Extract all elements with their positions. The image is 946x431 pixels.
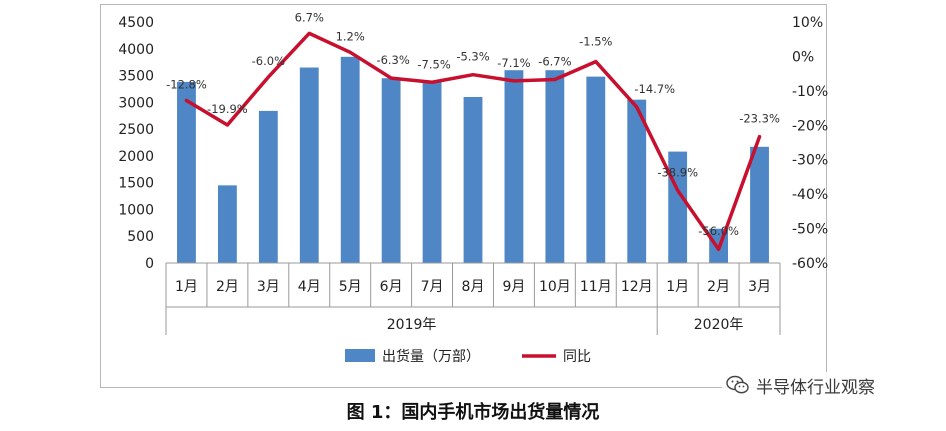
left-axis-tick: 4000 (118, 42, 154, 58)
category-label: 1月 (175, 279, 198, 295)
left-axis-tick: 3000 (118, 95, 154, 111)
legend-label-bar: 出货量（万部） (382, 348, 480, 365)
right-axis-tick: -60% (792, 256, 828, 272)
category-label: 2月 (216, 279, 239, 295)
data-label: -12.8% (166, 77, 207, 91)
line-point (266, 75, 270, 79)
line-point (225, 123, 229, 127)
line-point (635, 105, 639, 109)
line-point (307, 31, 311, 35)
bar (340, 56, 360, 263)
bar (504, 70, 524, 263)
bar (217, 185, 237, 263)
legend-swatch-bar (345, 349, 375, 362)
category-label: 4月 (298, 279, 321, 295)
line-point (553, 77, 557, 81)
line-point (348, 50, 352, 54)
bar (627, 99, 647, 264)
bar (750, 146, 769, 263)
left-axis-tick: 1000 (118, 202, 154, 218)
line-point (184, 98, 188, 102)
category-label: 7月 (421, 279, 444, 295)
bar (299, 67, 319, 264)
bar (177, 81, 196, 263)
category-label: 9月 (502, 279, 525, 295)
right-axis-tick: -10% (792, 84, 828, 100)
bar (381, 78, 401, 263)
chart-title: 图 1：国内手机市场出货量情况 (346, 402, 600, 423)
data-label: -23.3% (739, 112, 780, 126)
category-label: 5月 (339, 279, 362, 295)
bar (258, 110, 278, 263)
line-point (717, 247, 721, 251)
year-label: 2020年 (694, 317, 744, 333)
line-point (758, 135, 762, 139)
data-label: -6.0% (252, 54, 285, 68)
left-axis-tick: 0 (145, 256, 154, 272)
right-axis-tick: -50% (792, 222, 828, 238)
bar (545, 70, 565, 263)
line-point (512, 79, 516, 83)
bar (463, 96, 483, 263)
line-point (594, 60, 598, 64)
left-axis-tick: 2000 (118, 149, 154, 165)
category-label: 10月 (539, 279, 571, 295)
wechat-icon (726, 375, 749, 394)
left-axis-tick: 1500 (118, 176, 154, 192)
data-label: -7.1% (497, 56, 530, 70)
data-label: -56.0% (698, 224, 739, 238)
data-label: -1.5% (579, 35, 612, 49)
left-axis-tick: 3500 (118, 69, 154, 85)
bar (586, 76, 606, 263)
data-label: -6.3% (376, 53, 409, 67)
category-label: 3月 (748, 279, 771, 295)
line-point (430, 80, 434, 84)
left-axis-tick: 2500 (118, 122, 154, 138)
line-point (389, 76, 393, 80)
watermark-text: 半导体行业观察 (756, 377, 875, 398)
category-label: 3月 (257, 279, 280, 295)
right-axis-tick: -40% (792, 187, 828, 203)
category-label: 1月 (666, 279, 689, 295)
data-label: -6.7% (538, 54, 571, 68)
data-label: -19.9% (207, 102, 248, 116)
category-label: 11月 (580, 279, 612, 295)
data-label: -5.3% (456, 50, 489, 64)
category-label: 8月 (462, 279, 485, 295)
right-axis-tick: 10% (792, 15, 823, 31)
watermark: 半导体行业观察 (722, 372, 879, 398)
legend-label-line: 同比 (563, 349, 591, 365)
bar (422, 80, 442, 264)
right-axis-tick: -20% (792, 118, 828, 134)
category-label: 12月 (621, 279, 653, 295)
data-label: 1.2% (336, 29, 365, 43)
data-label: -7.5% (417, 57, 450, 71)
data-label: 6.7% (295, 10, 324, 24)
left-axis-tick: 500 (127, 229, 154, 245)
line-point (676, 188, 680, 192)
right-axis-tick: -30% (792, 153, 828, 169)
category-label: 2月 (707, 279, 730, 295)
data-label: -38.9% (657, 165, 698, 179)
category-label: 6月 (380, 279, 403, 295)
left-axis-tick: 4500 (118, 15, 154, 31)
chart-frame (100, 4, 827, 388)
year-label: 2019年 (387, 317, 437, 333)
line-point (471, 73, 475, 77)
right-axis-tick: 0% (792, 49, 814, 65)
data-label: -14.7% (634, 82, 675, 96)
